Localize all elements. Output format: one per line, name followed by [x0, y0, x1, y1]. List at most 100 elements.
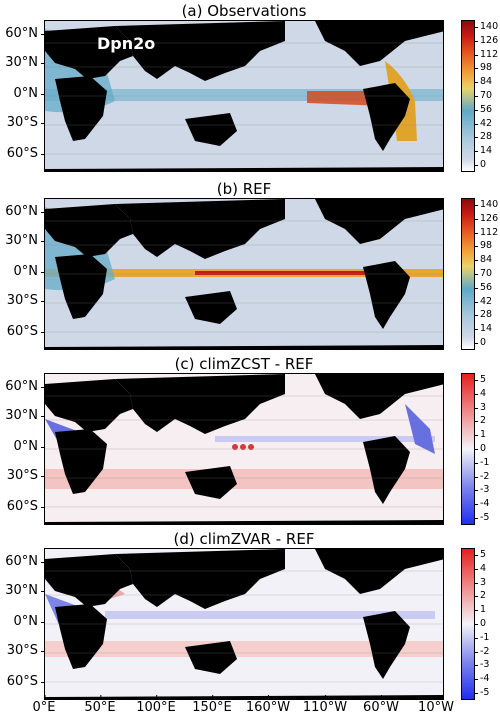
colorbar-tick-label: 28	[474, 131, 493, 143]
colorbar-d	[461, 548, 475, 700]
land-antarctica	[45, 695, 443, 699]
colorbar-tick-label: 14	[474, 323, 493, 335]
land-antarctica	[45, 167, 443, 171]
colorbar-tick-label: 140	[474, 199, 499, 210]
land-north-america	[315, 199, 443, 244]
colorbar-tick-label: -2	[474, 645, 490, 657]
negative-band	[215, 436, 435, 442]
colorbar-tick-label: -1	[474, 456, 490, 468]
y-tick-label: 0°N	[13, 614, 45, 630]
y-tick-label: 30°S	[6, 468, 46, 484]
colorbar-tick-label: 0	[474, 159, 487, 170]
land-antarctica	[45, 345, 443, 349]
colorbar-a	[461, 20, 475, 172]
colorbar-tick-label: 5	[474, 549, 487, 560]
y-tick-label: 0°N	[13, 86, 45, 102]
y-tick-label: 30°S	[6, 643, 46, 659]
y-tick-label: 30°N	[5, 54, 45, 70]
land-australia	[185, 641, 237, 674]
graticule	[45, 395, 443, 508]
colorbar-tick-label: 98	[474, 62, 493, 74]
colorbar-b	[461, 198, 475, 350]
panel-c-title: (c) climZCST - REF	[174, 355, 314, 373]
positive-cells	[232, 444, 254, 450]
colorbar-tick-label: -5	[474, 512, 490, 523]
y-tick-label: 0°N	[13, 439, 45, 455]
x-tick-label: 10°W	[418, 695, 454, 715]
land-north-america	[315, 374, 443, 419]
land-asia	[115, 549, 285, 609]
colorbar-tick-label: 2	[474, 590, 487, 602]
y-tick-label: 0°N	[13, 264, 45, 280]
x-tick-label: 150°E	[192, 695, 232, 715]
y-tick-label: 60°N	[5, 378, 45, 394]
x-tick-label: 50°E	[84, 695, 116, 715]
y-tick-label: 60°N	[5, 203, 45, 219]
colorbar-tick-label: 5	[474, 374, 487, 385]
colorbar-tick-label: 56	[474, 103, 493, 115]
map-a-svg	[45, 21, 443, 171]
colorbar-tick-label: 42	[474, 295, 493, 307]
y-tick-label: 60°S	[6, 673, 46, 689]
colorbar-tick-label: -4	[474, 498, 490, 510]
land-asia	[115, 21, 285, 81]
colorbar-tick-label: 14	[474, 145, 493, 157]
colorbar-tick-label: 126	[474, 34, 499, 46]
colorbar-tick-label: -4	[474, 673, 490, 685]
colorbar-tick-label: 98	[474, 240, 493, 252]
y-tick-label: 60°N	[5, 553, 45, 569]
land-eurasia-west	[45, 26, 133, 79]
map-b	[44, 198, 444, 350]
panel-b: (b) REF	[0, 178, 500, 350]
equatorial-high	[195, 271, 375, 275]
colorbar-tick-label: 1	[474, 604, 487, 616]
y-tick-label: 60°S	[6, 145, 46, 161]
colorbar-tick-label: 2	[474, 415, 487, 427]
colorbar-tick-label: 126	[474, 212, 499, 224]
y-tick-label: 30°N	[5, 582, 45, 598]
x-tick-label: 0°E	[32, 695, 56, 715]
land-south-america	[363, 436, 410, 504]
panel-a-title: (a) Observations	[181, 2, 307, 20]
map-c	[44, 373, 444, 525]
map-b-svg	[45, 199, 443, 349]
y-tick-label: 30°S	[6, 115, 46, 131]
colorbar-tick-label: 42	[474, 117, 493, 129]
colorbar-tick-label: 28	[474, 309, 493, 321]
colorbar-tick-label: 70	[474, 90, 493, 101]
colorbar-tick-label: 112	[474, 226, 499, 238]
colorbar-tick-label: -5	[474, 687, 490, 698]
land-australia	[185, 113, 237, 146]
x-tick-label: 160°W	[245, 695, 291, 715]
colorbar-tick-label: 0	[474, 618, 487, 629]
land-eurasia-west	[45, 554, 133, 607]
map-c-svg	[45, 374, 443, 524]
map-d	[44, 548, 444, 700]
land-south-america	[363, 261, 410, 329]
panel-d-title: (d) climZVAR - REF	[173, 530, 315, 548]
colorbar-tick-label: 0	[474, 443, 487, 454]
panel-d: (d) climZVAR - REF	[0, 528, 500, 700]
colorbar-tick-label: 140	[474, 21, 499, 32]
colorbar-tick-label: 0	[474, 337, 487, 348]
land-eurasia-west	[45, 204, 133, 257]
negative-band	[105, 611, 435, 619]
map-a	[44, 20, 444, 172]
graticule	[45, 42, 443, 155]
y-tick-label: 60°S	[6, 498, 46, 514]
x-tick-label: 110°W	[302, 695, 348, 715]
colorbar-tick-label: -1	[474, 631, 490, 643]
land-south-america	[363, 83, 410, 151]
land-australia	[185, 466, 237, 499]
y-tick-label: 30°N	[5, 232, 45, 248]
positive-band	[45, 469, 443, 489]
panel-c: (c) climZCST - REF	[0, 353, 500, 525]
land-asia	[115, 374, 285, 434]
x-tick-label: 100°E	[136, 695, 176, 715]
land-south-america	[363, 611, 410, 679]
colorbar-tick-label: 70	[474, 268, 493, 279]
y-tick-label: 30°N	[5, 407, 45, 423]
land-antarctica	[45, 520, 443, 524]
graticule	[45, 570, 443, 683]
watermark-label: Dpn2o	[97, 34, 156, 53]
